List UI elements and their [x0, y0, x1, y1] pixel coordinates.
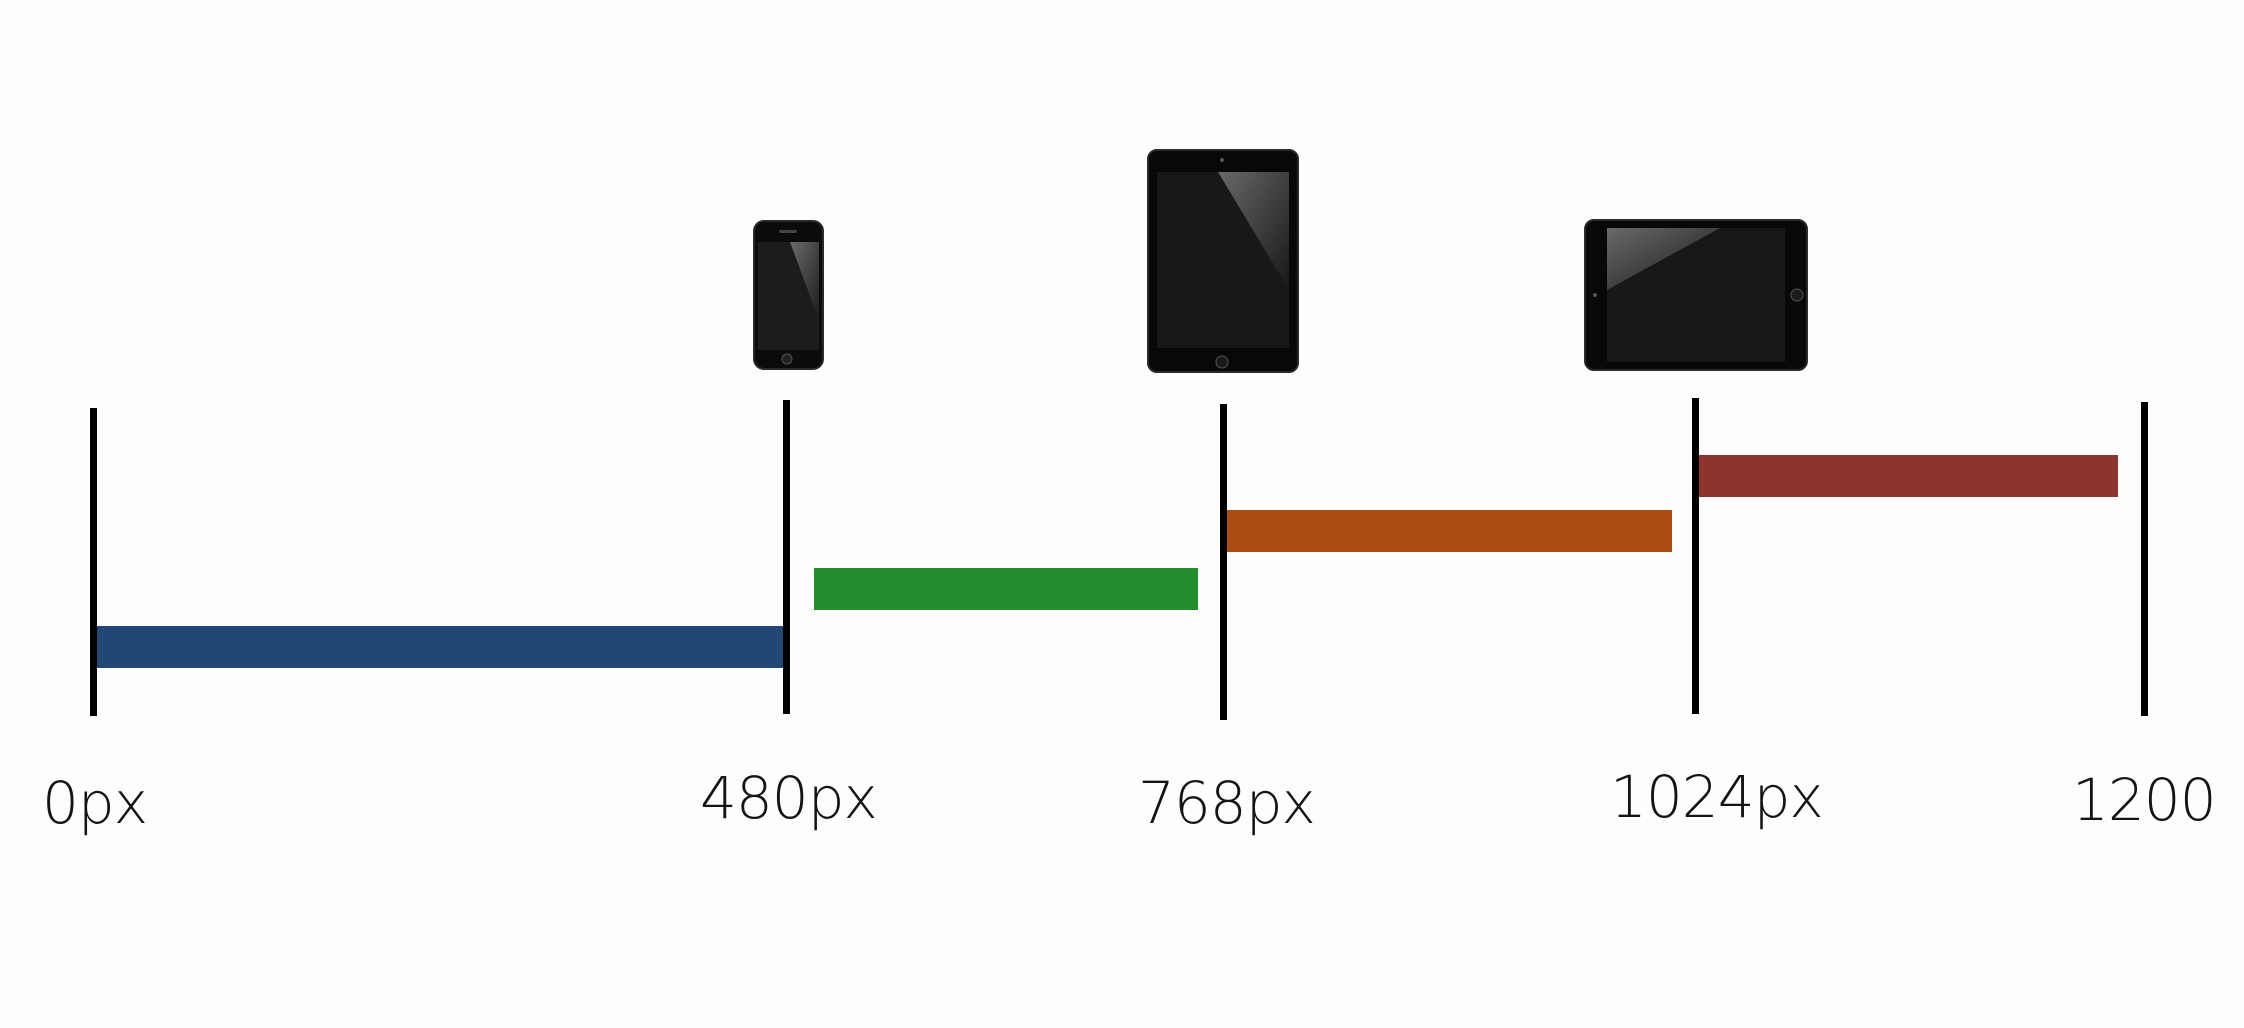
breakpoint-label-0px: 0px: [42, 769, 147, 837]
breakpoint-label-768px: 768px: [1138, 769, 1315, 837]
divider-line-1024px: [1692, 398, 1699, 714]
divider-line-0px: [90, 408, 97, 716]
breakpoint-label-1200: 1200: [2072, 766, 2216, 834]
range-bar-768-1024: [1226, 510, 1672, 552]
tablet-landscape-icon: [1584, 219, 1808, 371]
breakpoint-label-1024px: 1024px: [1610, 763, 1823, 831]
breakpoint-label-480px: 480px: [700, 764, 877, 832]
divider-line-1200: [2141, 402, 2148, 716]
range-bar-1024-1200: [1698, 455, 2118, 497]
range-bar-0-480: [94, 626, 784, 668]
smartphone-portrait-icon: [753, 220, 824, 370]
breakpoint-dividers: [90, 398, 2148, 720]
divider-line-768px: [1220, 404, 1227, 720]
range-bars: [94, 455, 2118, 668]
range-bar-480-768: [814, 568, 1198, 610]
divider-line-480px: [783, 400, 790, 714]
tablet-portrait-icon: [1147, 149, 1299, 373]
breakpoint-labels: 0px 480px 768px 1024px 1200: [42, 763, 2217, 837]
